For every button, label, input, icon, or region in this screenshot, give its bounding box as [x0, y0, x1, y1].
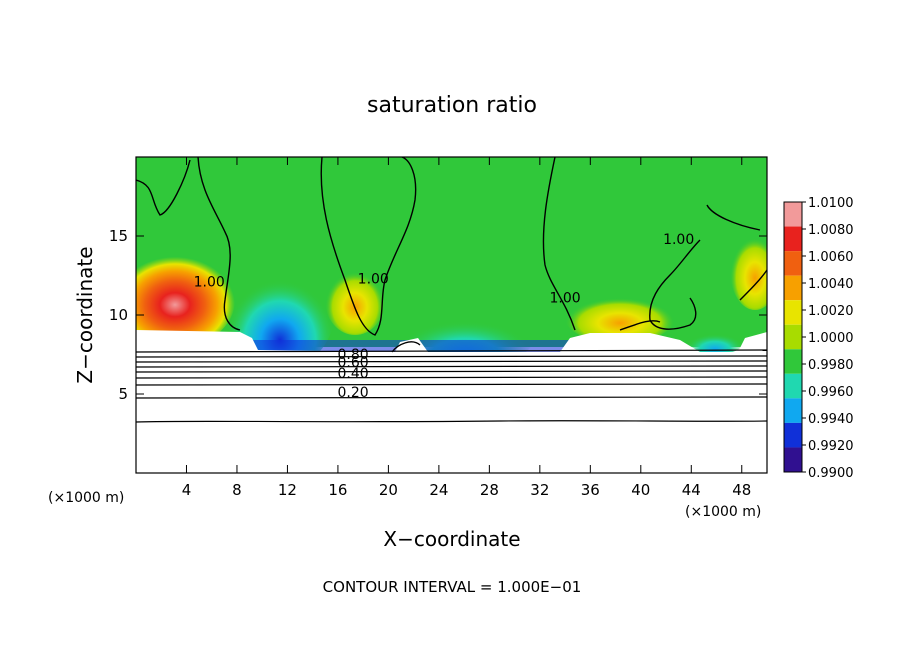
- colorbar-swatch: [784, 324, 802, 350]
- y-tick-label: 5: [118, 385, 128, 403]
- colorbar-swatch: [784, 447, 802, 472]
- x-tick-label: 48: [732, 481, 751, 499]
- colorbar-swatch: [784, 349, 802, 374]
- contour-label: 0.40: [337, 366, 368, 382]
- x-tick-label: 44: [682, 481, 701, 499]
- contour-lines-upper: [136, 157, 767, 353]
- colorbar-swatch: [784, 373, 802, 399]
- colorbar-label: 1.0020: [808, 304, 854, 319]
- x-tick-label: 24: [429, 481, 448, 499]
- y-axis-label: Z−coordinate: [73, 246, 97, 383]
- x-tick-label: 36: [581, 481, 600, 499]
- contour-label: 1.00: [358, 271, 389, 287]
- yellow-anomaly-right: [565, 293, 675, 343]
- colorbar-label: 0.9980: [808, 358, 854, 373]
- colorbar-label: 0.9920: [808, 439, 854, 454]
- x-tick-label: 28: [480, 481, 499, 499]
- x-unit-label-left: (×1000 m): [48, 490, 124, 506]
- colorbar-swatch: [784, 422, 802, 448]
- colorbar-label: 1.0060: [808, 250, 854, 265]
- chart-title: saturation ratio: [367, 93, 537, 118]
- yellow-anomaly-center: [325, 265, 385, 335]
- x-tick-label: 16: [328, 481, 347, 499]
- x-axis-label: X−coordinate: [383, 527, 520, 551]
- colorbar-swatch: [784, 398, 802, 423]
- colorbar-label: 0.9900: [808, 466, 854, 481]
- contour-label: 1.00: [663, 232, 694, 248]
- colorbar-swatch: [784, 300, 802, 325]
- colorbar-label: 1.0000: [808, 331, 854, 346]
- x-axis-ticks: 4 8 12 16 20 24 28 32 36 40 44 48: [182, 157, 751, 499]
- contour-label: 1.00: [549, 290, 580, 306]
- contour-labels: 1.00 1.00 1.00 1.00 0.800.600.40 0.20: [194, 232, 695, 401]
- colorbar-label: 0.9940: [808, 412, 854, 427]
- x-tick-label: 8: [232, 481, 242, 499]
- cyan-anomaly-right: [685, 325, 745, 355]
- contour-lines-lower: [136, 349, 767, 423]
- y-tick-label: 10: [109, 306, 128, 324]
- contour-label: 0.80: [337, 347, 368, 363]
- x-tick-label: 20: [379, 481, 398, 499]
- x-tick-label: 32: [530, 481, 549, 499]
- colorbar-swatch: [784, 202, 802, 227]
- colorbar-swatch: [784, 251, 802, 276]
- contour-interval-note: CONTOUR INTERVAL = 1.000E−01: [323, 578, 582, 596]
- y-tick-label: 15: [109, 227, 128, 245]
- x-unit-label-right: (×1000 m): [685, 504, 761, 520]
- contour-label: 0.20: [337, 385, 368, 401]
- colorbar-label: 0.9960: [808, 385, 854, 400]
- x-tick-label: 40: [631, 481, 650, 499]
- colorbar-label: 1.0080: [808, 223, 854, 238]
- contour-label: 0.60: [337, 355, 368, 371]
- yellow-anomaly-edge: [730, 230, 767, 310]
- colorbar-label: 1.0040: [808, 277, 854, 292]
- heatmap-field: 1.00 1.00 1.00 1.00 0.800.600.40 0.20: [136, 157, 767, 473]
- colorbar-swatch: [784, 226, 802, 252]
- colorbar: 1.0100 1.0080 1.0060 1.0040 1.0020 1.0000 0.99…: [783, 196, 854, 481]
- colorbar-label: 1.0100: [808, 196, 854, 211]
- y-axis-ticks: 5 10 15: [109, 227, 767, 403]
- x-tick-label: 4: [182, 481, 192, 499]
- red-anomaly: [136, 252, 235, 348]
- colorbar-swatch: [784, 275, 802, 301]
- x-tick-label: 12: [278, 481, 297, 499]
- contour-label: 1.00: [194, 275, 225, 291]
